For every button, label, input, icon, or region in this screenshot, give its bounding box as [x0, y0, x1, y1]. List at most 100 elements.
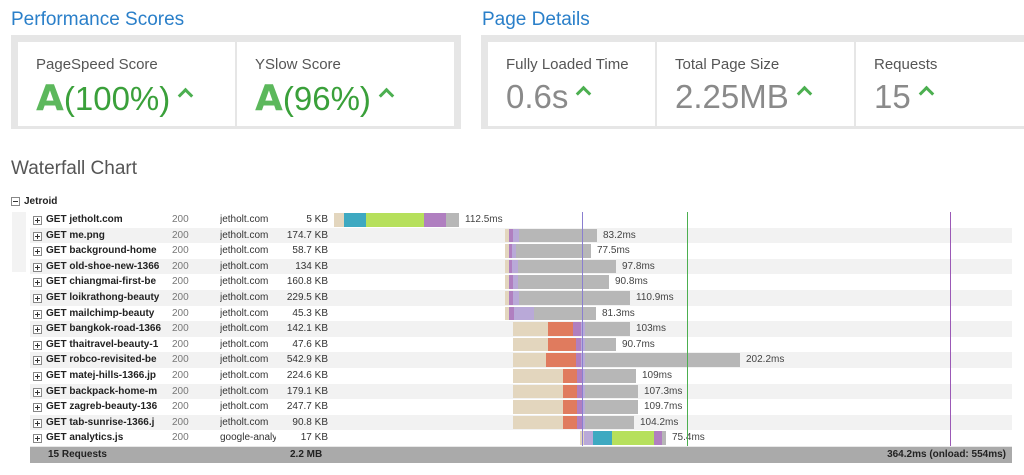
timing-bar-blocking — [505, 306, 509, 321]
performance-scores-title: Performance Scores — [11, 9, 185, 30]
request-size: 224.6 KB — [286, 370, 328, 381]
table-row[interactable]: GET jetholt.com 200 jetholt.com 5 KB 112.5ms — [30, 212, 1012, 229]
page-size-number: 2.25MB — [675, 78, 789, 115]
expand-icon[interactable] — [33, 231, 42, 241]
request-url: GET jetholt.com — [46, 214, 123, 225]
table-row[interactable]: GET loikrathong-beauty 200 jetholt.com 229.… — [30, 290, 1012, 307]
timing-bar-send — [577, 369, 582, 383]
expand-icon[interactable] — [33, 309, 42, 319]
table-row[interactable]: GET zagreb-beauty-136 200 jetholt.com 247.7… — [30, 399, 1012, 416]
table-row[interactable]: GET thaitravel-beauty-1 200 jetholt.com 47.… — [30, 336, 1012, 354]
request-status: 200 — [172, 416, 189, 428]
timing-bar-blocking — [513, 353, 546, 367]
timing-bar-send — [576, 337, 581, 352]
timing-bar-send — [424, 213, 446, 227]
requests-value: 15 — [874, 78, 934, 116]
expand-icon[interactable] — [33, 356, 42, 366]
collapse-icon[interactable] — [11, 196, 20, 206]
request-duration: 110.9ms — [636, 292, 674, 303]
expand-icon[interactable] — [33, 216, 42, 225]
request-status: 200 — [172, 292, 189, 303]
expand-icon[interactable] — [33, 262, 42, 272]
timing-bar-send — [509, 228, 513, 243]
table-row[interactable]: GET me.png 200 jetholt.com 174.7 KB 83.2ms — [30, 227, 1012, 245]
request-status: 200 — [172, 385, 189, 397]
request-status: 200 — [172, 214, 189, 225]
table-row[interactable]: GET analytics.js 200 google-analy 17 KB 75.4… — [30, 430, 1012, 447]
page-details-panel: Fully Loaded Time 0.6s Total Page Size 2… — [481, 35, 1024, 129]
timing-bar-blocking — [513, 337, 548, 352]
request-size: 134 KB — [295, 260, 328, 272]
table-row[interactable]: GET matej-hills-1366.jp 200 jetholt.com 224… — [30, 368, 1012, 385]
request-domain: google-analy — [220, 432, 276, 444]
timing-bar-blocking — [513, 322, 548, 336]
pagespeed-grade: A — [36, 78, 64, 119]
table-row[interactable]: GET mailchimp-beauty 200 jetholt.com 45.3 K… — [30, 305, 1012, 323]
performance-scores-panel: PageSpeed Score A(100%) YSlow Score A(96… — [11, 35, 461, 129]
request-status: 200 — [172, 432, 189, 444]
request-domain: jetholt.com — [220, 401, 269, 413]
expand-icon[interactable] — [33, 418, 42, 428]
timing-bar-connect — [563, 369, 577, 383]
request-url: GET analytics.js — [46, 432, 124, 444]
request-url: GET mailchimp-beauty — [46, 307, 155, 319]
request-url: GET matej-hills-1366.jp — [46, 370, 157, 381]
table-row[interactable]: GET backpack-home-m 200 jetholt.com 179.1 K… — [30, 383, 1012, 401]
request-duration: 107.3ms — [644, 385, 683, 397]
page-size-card: Total Page Size 2.25MB — [657, 42, 854, 126]
timing-bar-content — [585, 415, 634, 430]
request-domain: jetholt.com — [220, 214, 269, 225]
table-row[interactable]: GET robco-revisited-be 200 jetholt.com 542.… — [30, 352, 1012, 369]
table-row[interactable]: GET tab-sunrise-1366.j 200 jetholt.com 90.8… — [30, 414, 1012, 432]
timing-bar-content — [516, 244, 591, 258]
waterfall-footer: 15 Requests 2.2 MB 364.2ms (onload: 554m… — [30, 447, 1012, 463]
request-domain: jetholt.com — [220, 292, 269, 303]
request-duration: 81.3ms — [602, 307, 635, 319]
expand-icon[interactable] — [33, 387, 42, 397]
expand-icon[interactable] — [33, 278, 42, 288]
waterfall-title: Waterfall Chart — [11, 158, 137, 179]
waterfall-group[interactable]: Jetroid — [11, 196, 57, 207]
expand-icon[interactable] — [33, 294, 42, 303]
expand-icon[interactable] — [33, 247, 42, 257]
timing-bar-send — [509, 275, 513, 289]
request-size: 174.7 KB — [286, 229, 328, 241]
timing-bar-wait — [584, 431, 593, 445]
request-duration: 109ms — [642, 370, 673, 381]
timing-bar-blocking — [505, 259, 509, 274]
expand-icon[interactable] — [33, 372, 42, 381]
timing-bar-wait — [582, 384, 585, 399]
request-size: 247.7 KB — [286, 401, 328, 413]
request-url: GET background-home — [46, 245, 157, 257]
footer-time: 364.2ms (onload: 554ms) — [887, 449, 1006, 460]
request-status: 200 — [172, 245, 189, 257]
table-row[interactable]: GET background-home 200 jetholt.com 58.7 KB… — [30, 243, 1012, 260]
timing-bar-wait — [512, 244, 516, 258]
timing-bar-dns — [344, 213, 366, 227]
request-size: 45.3 KB — [292, 307, 328, 319]
request-size: 179.1 KB — [286, 385, 328, 397]
request-status: 200 — [172, 401, 189, 413]
timing-bar-blocking — [505, 244, 509, 258]
pagespeed-score-value: A(100%) — [36, 78, 194, 119]
timing-bar-blocking — [513, 384, 563, 399]
footer-requests: 15 Requests — [48, 449, 107, 460]
timing-bar-blocking — [505, 228, 509, 243]
timing-bar-wait — [513, 291, 519, 305]
expand-icon[interactable] — [33, 325, 42, 335]
timing-bar-connect — [563, 400, 577, 414]
table-row[interactable]: GET old-shoe-new-1366 200 jetholt.com 134 K… — [30, 258, 1012, 276]
request-domain: jetholt.com — [220, 370, 269, 381]
page-details-title: Page Details — [482, 9, 590, 30]
table-row[interactable]: GET chiangmai-first-be 200 jetholt.com 160.… — [30, 274, 1012, 291]
expand-icon[interactable] — [33, 434, 42, 444]
expand-icon[interactable] — [33, 340, 42, 350]
request-domain: jetholt.com — [220, 229, 269, 241]
request-duration: 83.2ms — [603, 229, 636, 241]
expand-icon[interactable] — [33, 403, 42, 413]
timing-bar-send — [509, 306, 514, 321]
timing-bar-send — [573, 322, 581, 336]
timing-bar-send — [509, 291, 513, 305]
request-size: 58.7 KB — [292, 245, 328, 257]
table-row[interactable]: GET bangkok-road-1366 200 jetholt.com 142.1… — [30, 321, 1012, 338]
